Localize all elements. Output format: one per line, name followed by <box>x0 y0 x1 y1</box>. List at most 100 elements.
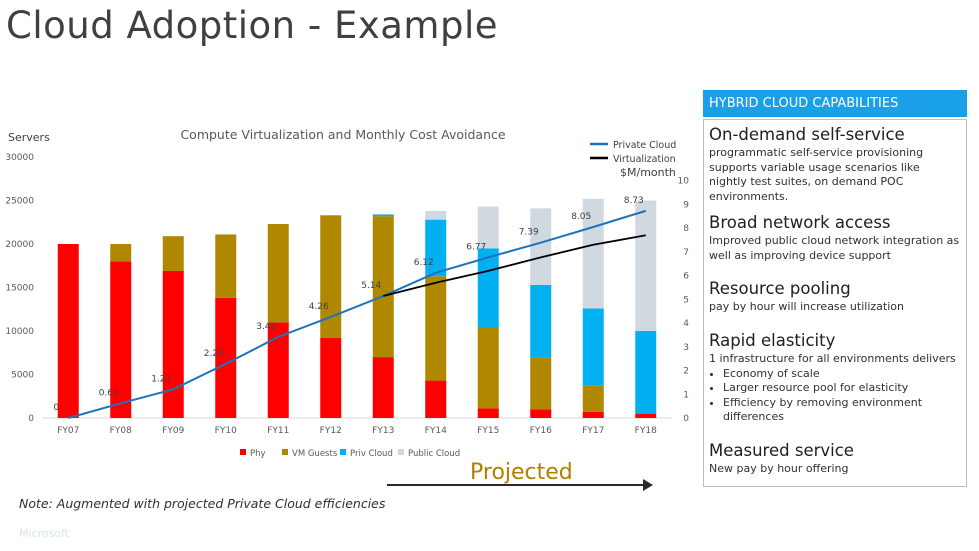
capability-bullet: Larger resource pool for elasticity <box>723 381 961 396</box>
capabilities-panel: On-demand self-service programmatic self… <box>703 119 967 487</box>
projected-arrow-line <box>387 484 647 486</box>
bar-public-cloud <box>530 208 552 285</box>
bar-vm-guests <box>372 216 394 358</box>
legend-label: Public Cloud <box>408 449 460 459</box>
legend-swatch <box>240 449 246 455</box>
y-tick-label: 5000 <box>11 371 34 381</box>
bar-vm-guests <box>162 236 184 271</box>
chart-area: 0 0.62 1.21 2.28 3.42 4.26 5.14 6.12 6.77 7.39 8.0… <box>0 120 700 465</box>
x-tick-label: FY15 <box>477 426 499 436</box>
bar-vm-guests <box>425 276 447 381</box>
capability-measured-service: Measured service New pay by hour offerin… <box>709 441 961 477</box>
x-tick-label: FY16 <box>530 426 552 436</box>
y-tick-label: 10000 <box>5 327 34 337</box>
y-axis-title: Servers <box>8 131 50 144</box>
data-label: 4.26 <box>309 302 329 312</box>
data-label: 5.14 <box>361 281 381 291</box>
bar-phy <box>530 409 552 418</box>
bar-phy <box>582 411 604 418</box>
bar-vm-guests <box>530 357 552 410</box>
bar-phy <box>110 261 132 418</box>
bar-priv-cloud <box>530 284 552 358</box>
data-label: 1.21 <box>151 374 171 384</box>
legend-line-label: Private Cloud <box>613 140 676 151</box>
y2-tick-label: 4 <box>683 319 689 329</box>
bar-priv-cloud <box>635 331 657 414</box>
x-tick-label: FY09 <box>162 426 184 436</box>
x-tick-label: FY07 <box>57 426 79 436</box>
y2-tick-label: 9 <box>683 200 689 210</box>
y2-tick-label: 5 <box>683 295 689 305</box>
capability-desc: programmatic self-service provisioning s… <box>709 146 924 203</box>
y2-tick-label: 0 <box>683 414 689 424</box>
data-label: 0 <box>53 403 59 413</box>
capability-desc-text: 1 infrastructure for all environments de… <box>709 352 956 365</box>
footnote: Note: Augmented with projected Private C… <box>19 496 386 511</box>
capability-bullet: Efficiency by removing environment diffe… <box>723 396 961 425</box>
data-label: 2.28 <box>204 349 224 359</box>
bar-vm-guests <box>320 215 342 338</box>
y2-tick-label: 1 <box>683 390 689 400</box>
y2-axis-title: $M/month <box>620 166 676 179</box>
y2-tick-label: 2 <box>683 367 689 377</box>
cost-avoidance-chart: 0 0.62 1.21 2.28 3.42 4.26 5.14 6.12 6.77 7.39 8.0… <box>5 127 690 459</box>
bar-vm-guests <box>582 385 604 412</box>
legend-swatch <box>340 449 346 455</box>
y2-tick-label: 7 <box>683 248 689 258</box>
legend-label: VM Guests <box>292 449 338 459</box>
x-tick-label: FY14 <box>425 426 447 436</box>
data-label: 6.77 <box>466 242 486 252</box>
x-tick-label: FY18 <box>635 426 657 436</box>
y2-tick-label: 3 <box>683 343 689 353</box>
bar-public-cloud <box>477 206 499 249</box>
x-tick-label: FY10 <box>215 426 237 436</box>
bar-phy <box>477 408 499 418</box>
legend-line-label: Virtualization <box>613 154 676 165</box>
capability-on-demand: On-demand self-service programmatic self… <box>709 125 961 204</box>
data-label: 0.62 <box>99 388 119 398</box>
y-tick-label: 0 <box>28 414 34 424</box>
y-tick-label: 20000 <box>5 240 34 250</box>
x-tick-label: FY12 <box>320 426 342 436</box>
bar-priv-cloud <box>425 219 447 277</box>
y-tick-label: 30000 <box>5 153 34 163</box>
data-label: 3.42 <box>256 322 276 332</box>
x-tick-label: FY17 <box>582 426 604 436</box>
capability-network-access: Broad network access Improved public clo… <box>709 213 961 263</box>
data-label: 8.05 <box>571 212 591 222</box>
bar-priv-cloud <box>372 214 394 217</box>
legend-label: Phy <box>250 449 266 459</box>
bar-public-cloud <box>425 210 447 220</box>
capabilities-header: HYBRID CLOUD CAPABILITIES <box>703 90 967 117</box>
slide-title: Cloud Adoption - Example <box>6 4 498 47</box>
data-label: 7.39 <box>519 228 539 238</box>
faint-footer-text: Microsoft <box>19 527 70 540</box>
bar-phy <box>57 244 79 418</box>
line-virtualization <box>383 234 646 297</box>
bar-vm-guests <box>215 234 237 298</box>
legend-label: Priv Cloud <box>350 449 393 459</box>
capability-desc: New pay by hour offering <box>709 462 849 475</box>
bar-vm-guests <box>477 327 499 409</box>
data-label: 8.73 <box>624 196 644 206</box>
capability-desc: pay by hour will increase utilization <box>709 300 904 313</box>
bar-phy <box>162 270 184 418</box>
bar-vm-guests <box>267 223 289 323</box>
line-private-cloud <box>67 209 647 419</box>
capability-desc: 1 infrastructure for all environments de… <box>709 352 961 425</box>
capability-title: Rapid elasticity <box>709 331 836 350</box>
projected-label: Projected <box>470 460 573 485</box>
projected-arrow-head <box>643 479 653 491</box>
capability-bullets: Economy of scale Larger resource pool fo… <box>709 367 961 425</box>
x-tick-label: FY11 <box>267 426 289 436</box>
bar-vm-guests <box>110 244 132 262</box>
capability-rapid-elasticity: Rapid elasticity 1 infrastructure for al… <box>709 331 961 425</box>
y2-tick-label: 10 <box>678 177 690 187</box>
capability-title: On-demand self-service <box>709 125 905 144</box>
bar-phy <box>267 322 289 418</box>
chart-title: Compute Virtualization and Monthly Cost … <box>180 127 505 142</box>
bar-phy <box>320 337 342 418</box>
bar-phy <box>372 357 394 418</box>
bar-priv-cloud <box>582 308 604 386</box>
capability-title: Broad network access <box>709 213 891 232</box>
